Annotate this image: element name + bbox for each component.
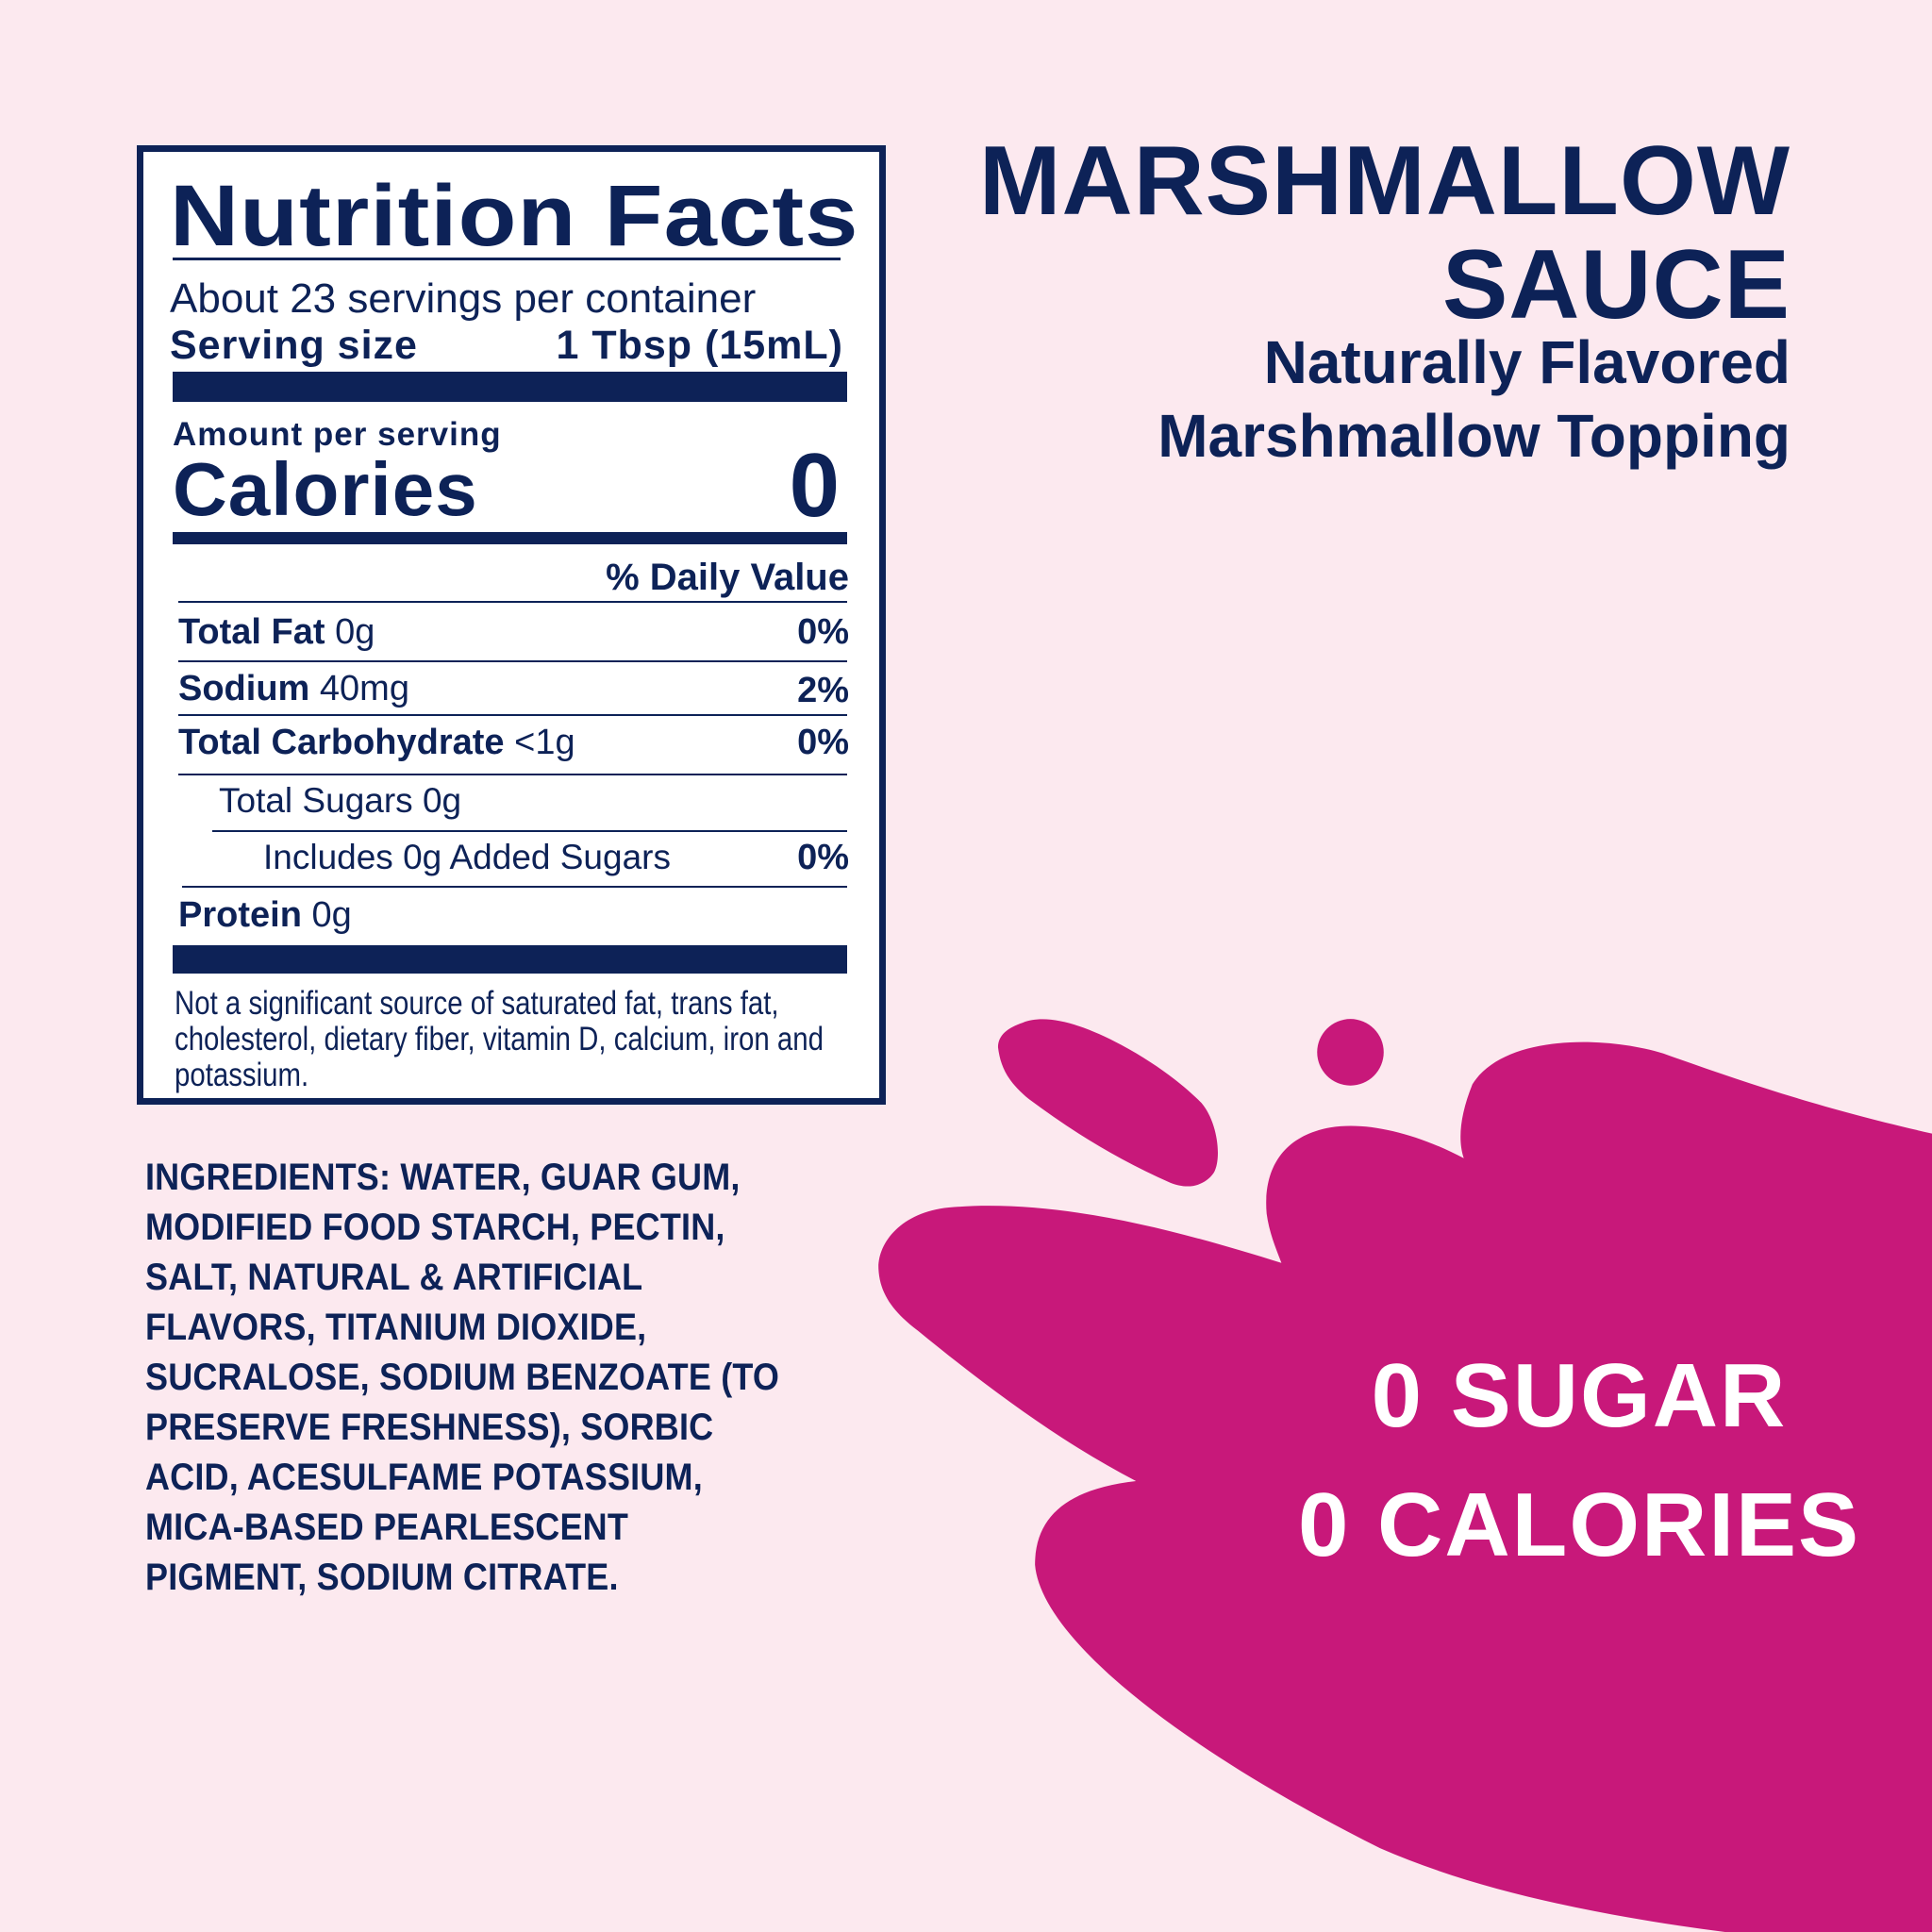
claim-zero-sugar: 0 SUGAR (1371, 1345, 1788, 1446)
nutrition-title: Nutrition Facts (170, 168, 859, 264)
divider-medium (173, 532, 847, 544)
serving-size-label: Serving size (170, 323, 418, 368)
nutrient-name: Sodium (178, 669, 310, 708)
nutrient-row-total-fat: Total Fat 0g (178, 614, 375, 650)
calories-label: Calories (173, 447, 478, 531)
product-name-line1: MARSHMALLOW (978, 126, 1790, 236)
divider-thin (173, 258, 841, 260)
footnote-line: Not a significant source of saturated fa… (175, 985, 779, 1022)
product-subtitle-line1: Naturally Flavored (1263, 328, 1790, 396)
ingredients-line: MODIFIED FOOD STARCH, PECTIN, (145, 1207, 725, 1248)
nutrient-dv: 2% (797, 671, 849, 710)
ingredients-line: PRESERVE FRESHNESS), SORBIC (145, 1407, 714, 1448)
product-name-line2: SAUCE (1441, 230, 1790, 340)
nutrient-row-carbohydrate: Total Carbohydrate <1g (178, 724, 575, 760)
claim-zero-calories: 0 CALORIES (1297, 1474, 1861, 1575)
product-subtitle-line2: Marshmallow Topping (1158, 402, 1790, 470)
nutrient-row-protein: Protein 0g (178, 897, 352, 933)
nutrient-name: Protein (178, 895, 302, 935)
divider-thin (178, 601, 847, 603)
nutrient-name: Total Carbohydrate (178, 723, 505, 762)
ingredients-line: SALT, NATURAL & ARTIFICIAL (145, 1257, 643, 1298)
nutrient-amount: 0g (335, 612, 375, 652)
divider-thick (173, 945, 847, 974)
footnote: Not a significant source of saturated fa… (175, 986, 824, 1093)
footnote-line: potassium. (175, 1057, 309, 1093)
nutrient-dv: 0% (797, 612, 849, 652)
divider-thin (182, 886, 847, 888)
nutrient-row-added-sugars: Includes 0g Added Sugars (263, 838, 671, 876)
divider-thin (178, 774, 847, 775)
splash-main (878, 1041, 1932, 1932)
nutrient-amount: 40mg (319, 669, 409, 708)
nutrient-row-total-sugars: Total Sugars 0g (219, 781, 462, 820)
divider-thin (178, 660, 847, 662)
nutrient-row-sodium: Sodium 40mg (178, 671, 409, 707)
divider-thick (173, 372, 847, 402)
amount-per-serving: Amount per serving (173, 416, 502, 453)
ingredients-line: ACID, ACESULFAME POTASSIUM, (145, 1457, 703, 1498)
splash-droplet (997, 1019, 1218, 1187)
ingredients-line: MICA-BASED PEARLESCENT (145, 1507, 628, 1548)
daily-value-header: % Daily Value (606, 557, 849, 598)
calories-value: 0 (789, 435, 840, 536)
divider-thin (178, 714, 847, 716)
ingredients-line: INGREDIENTS: WATER, GUAR GUM, (145, 1157, 741, 1198)
nutrient-name: Total Fat (178, 612, 325, 652)
splash-dot (1317, 1019, 1384, 1086)
servings-per-container: About 23 servings per container (170, 275, 757, 322)
serving-size-value: 1 Tbsp (15mL) (556, 323, 843, 368)
divider-thin (212, 830, 847, 832)
ingredients-list: INGREDIENTS: WATER, GUAR GUM, MODIFIED F… (145, 1153, 779, 1603)
ingredients-line: FLAVORS, TITANIUM DIOXIDE, (145, 1307, 647, 1348)
footnote-line: cholesterol, dietary fiber, vitamin D, c… (175, 1021, 824, 1058)
nutrient-amount: <1g (514, 723, 575, 762)
nutrient-amount: 0g (311, 895, 352, 935)
nutrient-dv: 0% (797, 838, 849, 877)
nutrition-facts-panel: Nutrition Facts About 23 servings per co… (137, 145, 886, 1105)
ingredients-line: PIGMENT, SODIUM CITRATE. (145, 1557, 619, 1598)
nutrient-dv: 0% (797, 723, 849, 762)
ingredients-line: SUCRALOSE, SODIUM BENZOATE (TO (145, 1357, 780, 1398)
